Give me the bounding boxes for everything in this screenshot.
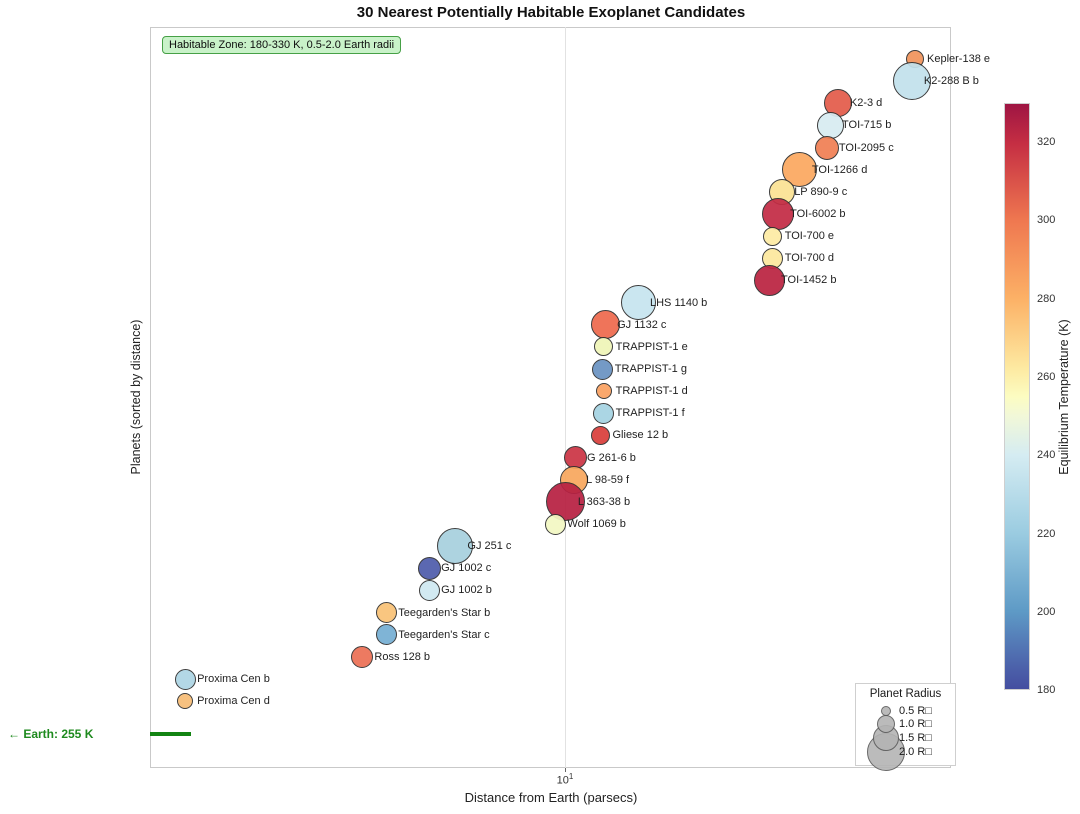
planet-label: GJ 251 c bbox=[467, 540, 512, 553]
planet-label: L 98-59 f bbox=[586, 473, 630, 486]
size-legend-title: Planet Radius bbox=[869, 688, 942, 700]
planet-label: Wolf 1069 b bbox=[567, 518, 626, 530]
earth-marker-line bbox=[150, 732, 191, 736]
x-axis-label: Distance from Earth (parsecs) bbox=[464, 790, 638, 805]
planet-bubble bbox=[375, 602, 397, 623]
planet-label: LHS 1140 b bbox=[650, 296, 708, 309]
planet-label: TRAPPIST-1 g bbox=[614, 363, 687, 375]
planet-label: Gliese 12 b bbox=[612, 429, 669, 442]
planet-bubble bbox=[595, 383, 612, 400]
planet-label: TOI-1452 b bbox=[781, 274, 837, 287]
planet-label: TOI-700 d bbox=[784, 252, 835, 265]
planet-label: TOI-2095 c bbox=[838, 141, 894, 154]
planet-label: LP 890-9 c bbox=[794, 185, 848, 198]
habitable-zone-annotation: Habitable Zone: 180-330 K, 0.5-2.0 Earth… bbox=[162, 36, 402, 54]
earth-annotation: ← Earth: 255 K bbox=[8, 727, 94, 741]
planet-bubble bbox=[593, 402, 615, 424]
colorbar-label: Equilibrium Temperature (K) bbox=[1057, 319, 1071, 475]
colorbar-tick-label: 260 bbox=[1037, 370, 1056, 383]
colorbar-tick-label: 280 bbox=[1037, 292, 1056, 305]
size-legend-label: 2.0 R□ bbox=[899, 746, 932, 758]
planet-label: GJ 1002 b bbox=[441, 584, 492, 597]
x-axis-tickmark bbox=[565, 768, 566, 772]
planet-bubble bbox=[177, 693, 194, 710]
planet-bubble bbox=[594, 337, 614, 357]
planet-bubble bbox=[762, 198, 795, 230]
planet-label: TOI-700 e bbox=[784, 230, 835, 243]
planet-label: Ross 128 b bbox=[374, 650, 431, 663]
planet-bubble bbox=[174, 668, 196, 690]
planet-label: Kepler-138 e bbox=[927, 53, 990, 65]
colorbar-tick-label: 220 bbox=[1037, 527, 1056, 540]
planet-bubble bbox=[417, 556, 441, 580]
planet-bubble bbox=[351, 645, 374, 668]
planet-label: G 261-6 b bbox=[587, 451, 636, 464]
x-gridline-10pc bbox=[565, 27, 566, 768]
planet-bubble bbox=[544, 513, 566, 535]
planet-label: TOI-715 b bbox=[842, 119, 892, 132]
planet-label: K2-288 B b bbox=[923, 75, 979, 88]
planet-label: Proxima Cen b bbox=[197, 673, 270, 685]
planet-bubble bbox=[753, 264, 785, 296]
planet-bubble bbox=[592, 358, 614, 380]
planet-bubble bbox=[591, 425, 610, 445]
chart-title: 30 Nearest Potentially Habitable Exoplan… bbox=[356, 4, 746, 21]
planet-bubble bbox=[590, 310, 620, 340]
size-legend-label: 1.0 R□ bbox=[899, 718, 932, 731]
size-legend-label: 0.5 R□ bbox=[899, 704, 932, 717]
planet-label: TRAPPIST-1 e bbox=[615, 340, 688, 353]
planet-bubble bbox=[763, 226, 783, 246]
colorbar-tick-label: 240 bbox=[1037, 449, 1056, 462]
planet-bubble bbox=[375, 624, 397, 646]
planet-label: K2-3 d bbox=[849, 97, 883, 110]
planet-label: Proxima Cen d bbox=[197, 695, 270, 708]
size-legend-marker bbox=[881, 705, 891, 716]
x-tick-label: 101 bbox=[556, 772, 574, 787]
planet-label: L 363-38 b bbox=[577, 495, 631, 508]
planet-label: TRAPPIST-1 d bbox=[615, 385, 688, 398]
planet-bubble bbox=[814, 135, 839, 160]
planet-bubble bbox=[437, 528, 474, 565]
planet-label: TOI-1266 d bbox=[811, 163, 868, 176]
planet-label: TRAPPIST-1 f bbox=[615, 407, 685, 420]
y-axis-label: Planets (sorted by distance) bbox=[129, 319, 143, 475]
planet-label: GJ 1132 c bbox=[617, 318, 667, 331]
planet-label: Teegarden's Star b bbox=[398, 606, 491, 619]
planet-label: Teegarden's Star c bbox=[398, 628, 490, 641]
planet-label: GJ 1002 c bbox=[441, 562, 492, 575]
colorbar-tick-label: 300 bbox=[1037, 214, 1056, 227]
planet-bubble bbox=[892, 62, 931, 101]
colorbar-tick-label: 200 bbox=[1037, 605, 1056, 618]
size-legend-label: 1.5 R□ bbox=[899, 732, 932, 745]
colorbar bbox=[1004, 103, 1030, 690]
planet-bubble bbox=[418, 579, 440, 601]
size-legend-marker bbox=[877, 715, 895, 734]
planet-bubble bbox=[620, 285, 656, 321]
planet-bubble bbox=[816, 111, 844, 139]
colorbar-tick-label: 180 bbox=[1037, 684, 1056, 696]
planet-label: TOI-6002 b bbox=[790, 208, 846, 220]
colorbar-tick-label: 320 bbox=[1037, 136, 1056, 149]
